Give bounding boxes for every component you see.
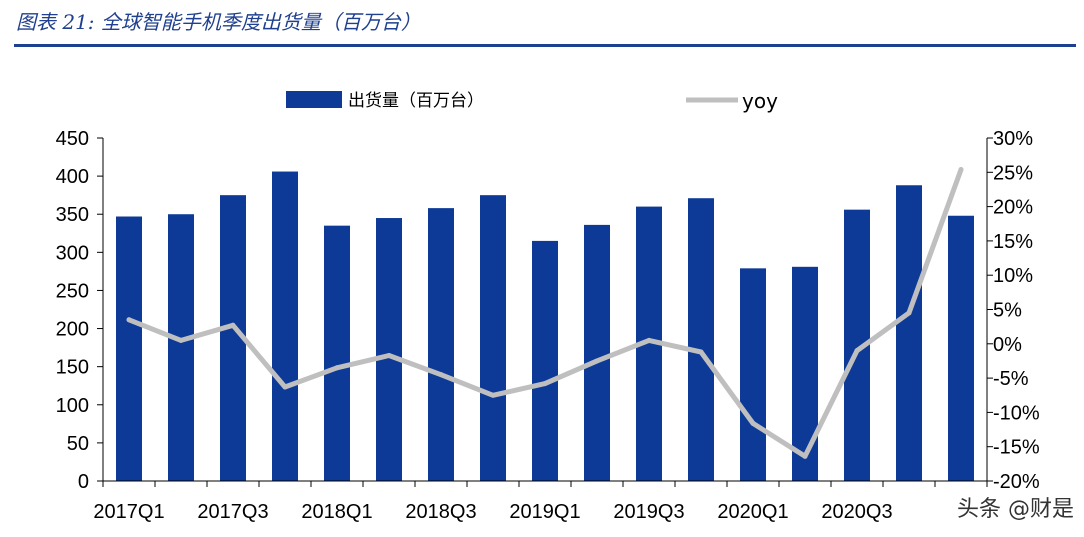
right-tick-label-2: -10% — [993, 402, 1040, 424]
left-tick-label-300: 300 — [56, 242, 89, 264]
yoy-point-2020Q3 — [854, 348, 860, 354]
left-tick-label-50: 50 — [67, 433, 89, 455]
yoy-point-2020Q4 — [906, 310, 912, 316]
bar-2019Q4 — [688, 198, 714, 481]
right-tick-label-1: -15% — [993, 437, 1040, 459]
yoy-point-2020Q1 — [750, 420, 756, 426]
right-tick-label-0: -20% — [993, 471, 1040, 493]
yoy-point-2020Q2 — [802, 453, 808, 459]
bar-2019Q2 — [584, 224, 610, 482]
bar-series — [116, 171, 974, 482]
yoy-point-2019Q2 — [594, 358, 600, 364]
left-tick-label-350: 350 — [56, 204, 89, 226]
right-tick-label-4: 0% — [993, 334, 1022, 356]
right-tick-label-10: 30% — [993, 128, 1033, 150]
left-tick-label-150: 150 — [56, 357, 89, 379]
x-tick-label-2020Q1: 2020Q1 — [717, 501, 788, 523]
bar-2020Q2 — [792, 266, 818, 481]
bar-2017Q1 — [116, 216, 142, 481]
yoy-point-2018Q1 — [334, 365, 340, 371]
yoy-point-2021Q1 — [958, 167, 964, 173]
bar-2018Q4 — [480, 195, 506, 481]
figure-title: 图表 21: 全球智能手机季度出货量（百万台） — [16, 10, 421, 34]
x-tick-label-2019Q3: 2019Q3 — [613, 501, 684, 523]
yoy-point-2017Q2 — [178, 337, 184, 343]
yoy-point-2018Q3 — [438, 372, 444, 378]
bar-2017Q4 — [272, 171, 298, 481]
yoy-point-2017Q3 — [230, 322, 236, 328]
bar-2021Q1 — [948, 215, 974, 481]
x-tick-label-2018Q1: 2018Q1 — [301, 501, 372, 523]
left-tick-label-200: 200 — [56, 319, 89, 341]
left-tick-label-400: 400 — [56, 166, 89, 188]
bar-2020Q4 — [896, 185, 922, 481]
right-tick-label-8: 20% — [993, 197, 1033, 219]
x-tick-label-2020Q3: 2020Q3 — [821, 501, 892, 523]
tick-labels: 0 50 100 150 200 250 300 350 400 450 -20% -15% -10% -… — [56, 128, 1040, 523]
yoy-point-2017Q4 — [282, 384, 288, 390]
bar-2018Q3 — [428, 208, 454, 481]
left-tick-label-0: 0 — [78, 471, 89, 493]
x-tick-label-2017Q1: 2017Q1 — [93, 501, 164, 523]
yoy-point-2018Q4 — [490, 392, 496, 398]
axes — [97, 137, 993, 487]
legend-bar-label: 出货量（百万台） — [348, 91, 484, 111]
left-tick-label-100: 100 — [56, 395, 89, 417]
right-tick-label-5: 5% — [993, 300, 1022, 322]
right-tick-label-3: -5% — [993, 368, 1029, 390]
x-tick-label-2018Q3: 2018Q3 — [405, 501, 476, 523]
bar-2018Q1 — [324, 225, 350, 481]
right-tick-label-9: 25% — [993, 162, 1033, 184]
watermark: 头条 @财是 — [957, 497, 1074, 522]
right-tick-label-6: 10% — [993, 265, 1033, 287]
bar-2018Q2 — [376, 218, 402, 482]
yoy-point-2018Q2 — [386, 352, 392, 358]
yoy-series — [126, 167, 964, 459]
x-tick-label-2017Q3: 2017Q3 — [197, 501, 268, 523]
x-tick-label-2019Q1: 2019Q1 — [509, 501, 580, 523]
yoy-point-2019Q1 — [542, 381, 548, 387]
bar-2020Q1 — [740, 268, 766, 481]
title-rule — [14, 44, 1076, 47]
yoy-point-2017Q1 — [126, 317, 132, 323]
bar-2019Q1 — [532, 240, 558, 481]
left-tick-label-250: 250 — [56, 280, 89, 302]
yoy-point-2019Q4 — [698, 349, 704, 355]
yoy-point-2019Q3 — [646, 337, 652, 343]
right-tick-label-7: 15% — [993, 231, 1033, 253]
left-tick-label-450: 450 — [56, 128, 89, 150]
bar-2017Q2 — [168, 214, 194, 481]
legend-line-label: yoy — [742, 89, 778, 113]
legend-bar-swatch — [286, 91, 342, 108]
